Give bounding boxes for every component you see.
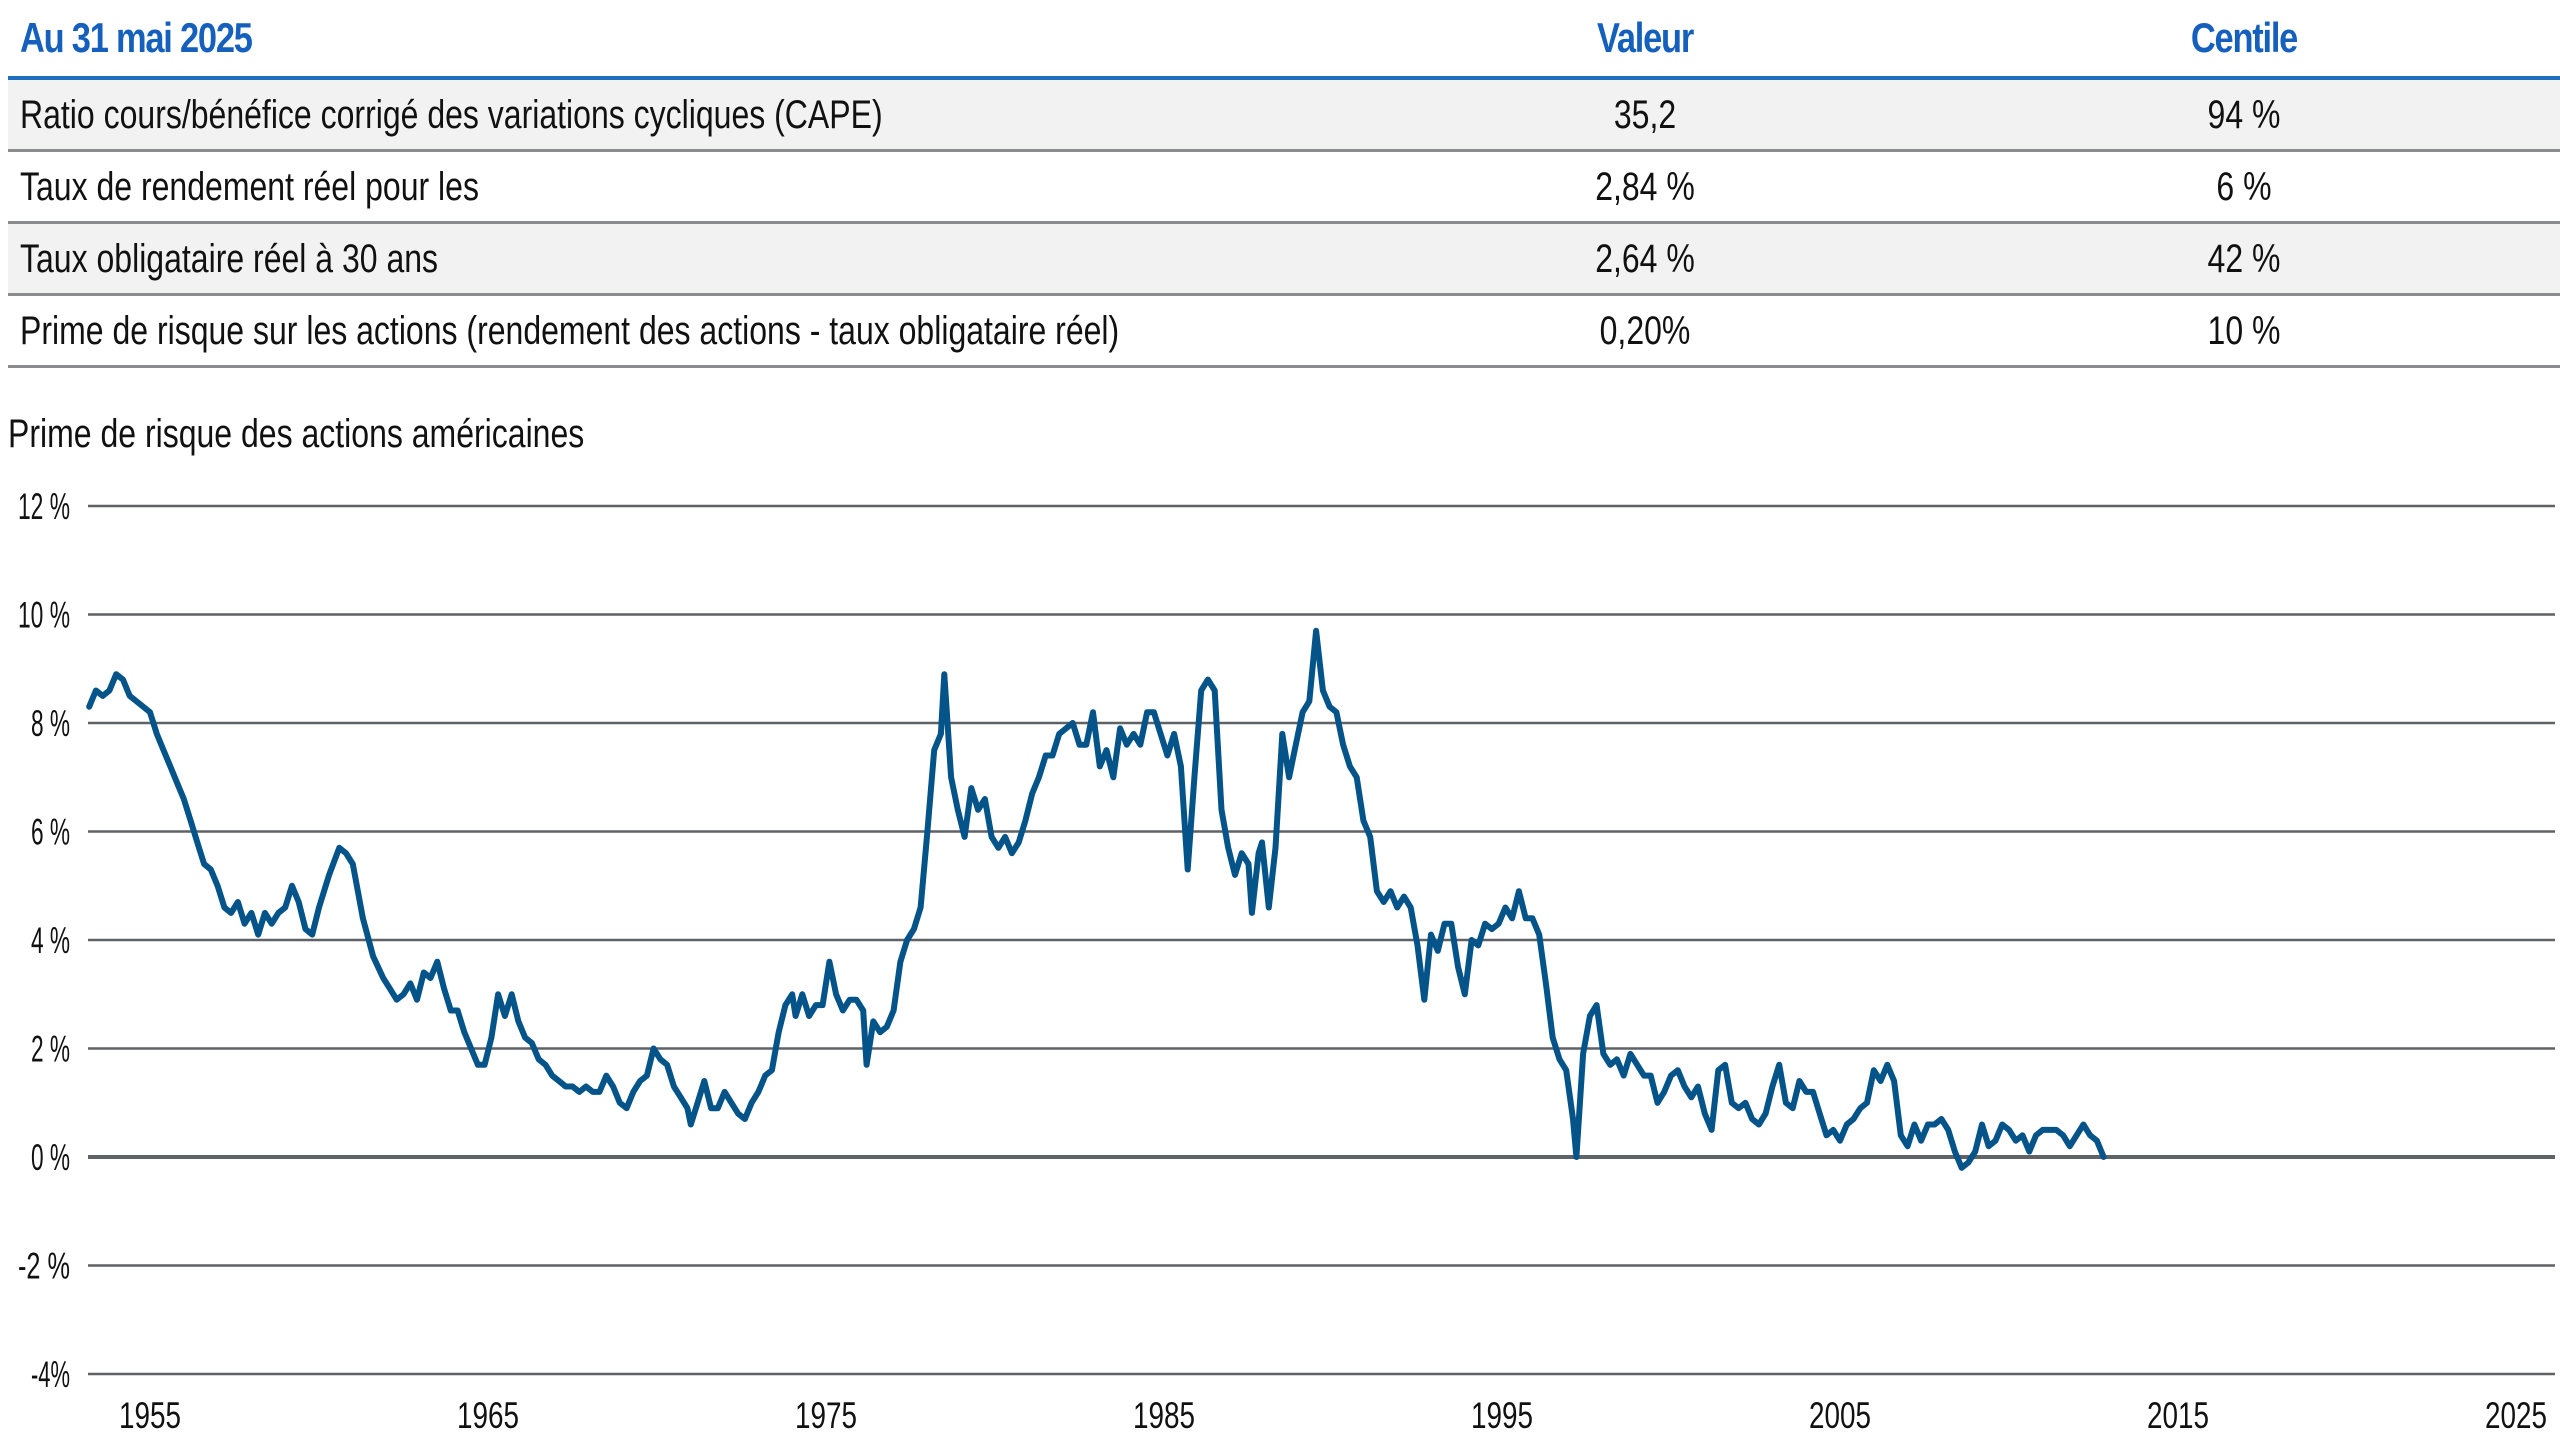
row-value: 2,64 % — [1595, 237, 1695, 281]
x-tick-label: 1975 — [795, 1395, 857, 1436]
row-centile: 94 % — [2207, 93, 2281, 137]
y-tick-label: 10 % — [18, 595, 70, 636]
x-tick-label: 1985 — [1133, 1395, 1195, 1436]
row-label: Taux obligataire réel à 30 ans — [20, 237, 439, 281]
x-tick-label: 2025 — [2485, 1395, 2547, 1436]
row-label: Ratio cours/bénéfice corrigé des variati… — [20, 93, 883, 137]
gridlines — [88, 504, 2555, 1376]
y-tick-label: 4 % — [31, 920, 70, 961]
header-centile: Centile — [2190, 14, 2298, 61]
row-centile: 6 % — [2216, 165, 2272, 209]
x-tick-label: 2005 — [1809, 1395, 1871, 1436]
x-tick-label: 1995 — [1471, 1395, 1533, 1436]
y-axis-labels: 12 % 10 % 8 % 6 % 4 % 2 % 0 % -2 % -4% — [18, 486, 70, 1395]
y-tick-label: -4% — [31, 1354, 70, 1395]
y-tick-label: 6 % — [31, 812, 70, 853]
row-centile: 10 % — [2207, 309, 2281, 353]
x-axis-labels: 1955 1965 1975 1985 1995 2005 2015 2025 — [119, 1395, 2547, 1436]
table-row: Prime de risque sur les actions (rendeme… — [8, 296, 2560, 368]
risk-premium-line — [86, 627, 2107, 1171]
y-tick-label: 0 % — [31, 1137, 70, 1178]
row-label: Taux de rendement réel pour les — [20, 165, 479, 209]
table-row: Taux de rendement réel pour les 2,84 % 6… — [8, 152, 2560, 224]
row-centile: 42 % — [2207, 237, 2281, 281]
valuation-table: Au 31 mai 2025 Valeur Centile Ratio cour… — [8, 0, 2560, 368]
header-date: Au 31 mai 2025 — [20, 14, 253, 61]
y-tick-label: 2 % — [31, 1029, 70, 1070]
table-row: Taux obligataire réel à 30 ans 2,64 % 42… — [8, 224, 2560, 296]
table-row: Ratio cours/bénéfice corrigé des variati… — [8, 80, 2560, 152]
row-value: 0,20% — [1599, 309, 1691, 353]
header-value: Valeur — [1596, 14, 1694, 61]
x-tick-label: 2015 — [2147, 1395, 2209, 1436]
table-header: Au 31 mai 2025 Valeur Centile — [8, 0, 2560, 80]
row-label: Prime de risque sur les actions (rendeme… — [20, 309, 1120, 353]
row-value: 35,2 — [1613, 93, 1677, 137]
y-tick-label: 12 % — [18, 486, 70, 527]
y-tick-label: -2 % — [18, 1246, 70, 1287]
x-tick-label: 1955 — [119, 1395, 181, 1436]
chart-title: Prime de risque des actions américaines — [8, 412, 585, 456]
row-value: 2,84 % — [1595, 165, 1695, 209]
y-tick-label: 8 % — [31, 703, 70, 744]
x-tick-label: 1965 — [457, 1395, 519, 1436]
